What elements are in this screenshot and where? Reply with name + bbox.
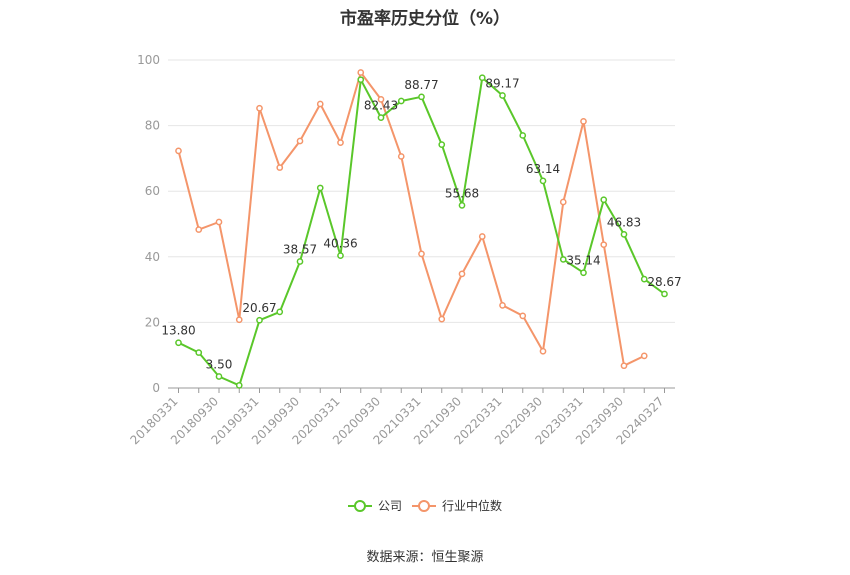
data-point <box>438 141 446 148</box>
source-text: 数据来源：恒生聚源 <box>366 550 484 565</box>
y-tick-label: 40 <box>145 250 160 264</box>
legend-label: 公司 <box>378 499 402 513</box>
data-point <box>478 233 486 240</box>
data-point <box>580 117 587 125</box>
data-point <box>559 198 567 206</box>
data-point <box>215 218 223 226</box>
chart-title: 市盈率历史分位（%） <box>339 9 511 29</box>
data-point <box>640 275 648 283</box>
legend-label: 行业中位数 <box>442 498 502 513</box>
data-point <box>235 382 243 389</box>
data-point <box>316 184 324 192</box>
data-point <box>235 316 243 324</box>
data-label: 82.43 <box>364 99 398 113</box>
data-point <box>377 114 385 121</box>
data-point <box>418 250 425 258</box>
data-label: 40.36 <box>323 237 357 251</box>
data-label: 46.83 <box>607 215 641 229</box>
data-point <box>377 96 385 103</box>
data-point <box>296 258 304 265</box>
data-point <box>418 93 425 101</box>
data-label: 35.14 <box>566 254 600 268</box>
data-point <box>559 256 567 263</box>
data-point <box>296 137 304 145</box>
data-point <box>478 74 486 82</box>
data-point <box>256 104 263 112</box>
data-point <box>539 347 547 355</box>
data-label: 13.80 <box>161 324 195 338</box>
series-line-1 <box>177 71 645 367</box>
data-point <box>661 290 668 298</box>
y-tick-label: 80 <box>145 119 160 133</box>
data-point <box>175 147 182 155</box>
data-point <box>458 202 466 209</box>
data-point <box>357 76 365 84</box>
data-point <box>539 177 547 185</box>
data-point <box>215 373 223 380</box>
data-point <box>519 312 527 320</box>
data-point <box>620 362 628 370</box>
data-point <box>195 226 203 233</box>
data-point <box>600 241 608 249</box>
y-tick-label: 20 <box>145 315 160 329</box>
y-tick-label: 60 <box>145 184 160 198</box>
data-point <box>337 139 344 147</box>
data-point <box>397 153 405 160</box>
data-label: 3.50 <box>206 358 233 372</box>
data-label: 88.77 <box>404 78 438 92</box>
legend-marker <box>354 500 366 512</box>
data-label: 28.67 <box>647 275 681 289</box>
data-label: 38.57 <box>283 242 317 256</box>
data-point <box>438 315 446 323</box>
legend-marker <box>418 500 430 512</box>
data-label: 89.17 <box>485 77 519 91</box>
series-line-0 <box>178 76 666 387</box>
y-tick-label: 0 <box>152 381 160 395</box>
data-label: 63.14 <box>526 162 560 176</box>
data-label: 20.67 <box>242 301 276 315</box>
data-point <box>397 97 405 105</box>
data-point <box>600 196 608 204</box>
data-point <box>499 301 506 309</box>
data-point <box>357 69 365 76</box>
data-point <box>458 270 466 278</box>
data-point <box>175 339 182 347</box>
data-point <box>256 316 263 324</box>
data-point <box>499 92 506 99</box>
y-tick-label: 100 <box>137 53 160 67</box>
data-label: 55.68 <box>445 186 479 200</box>
data-point <box>195 349 203 356</box>
data-point <box>276 164 284 171</box>
data-point <box>316 100 324 108</box>
data-point <box>640 352 648 360</box>
data-point <box>337 252 344 259</box>
data-point <box>620 231 628 238</box>
data-point <box>519 132 527 139</box>
data-point <box>580 269 587 277</box>
data-point <box>276 308 284 316</box>
